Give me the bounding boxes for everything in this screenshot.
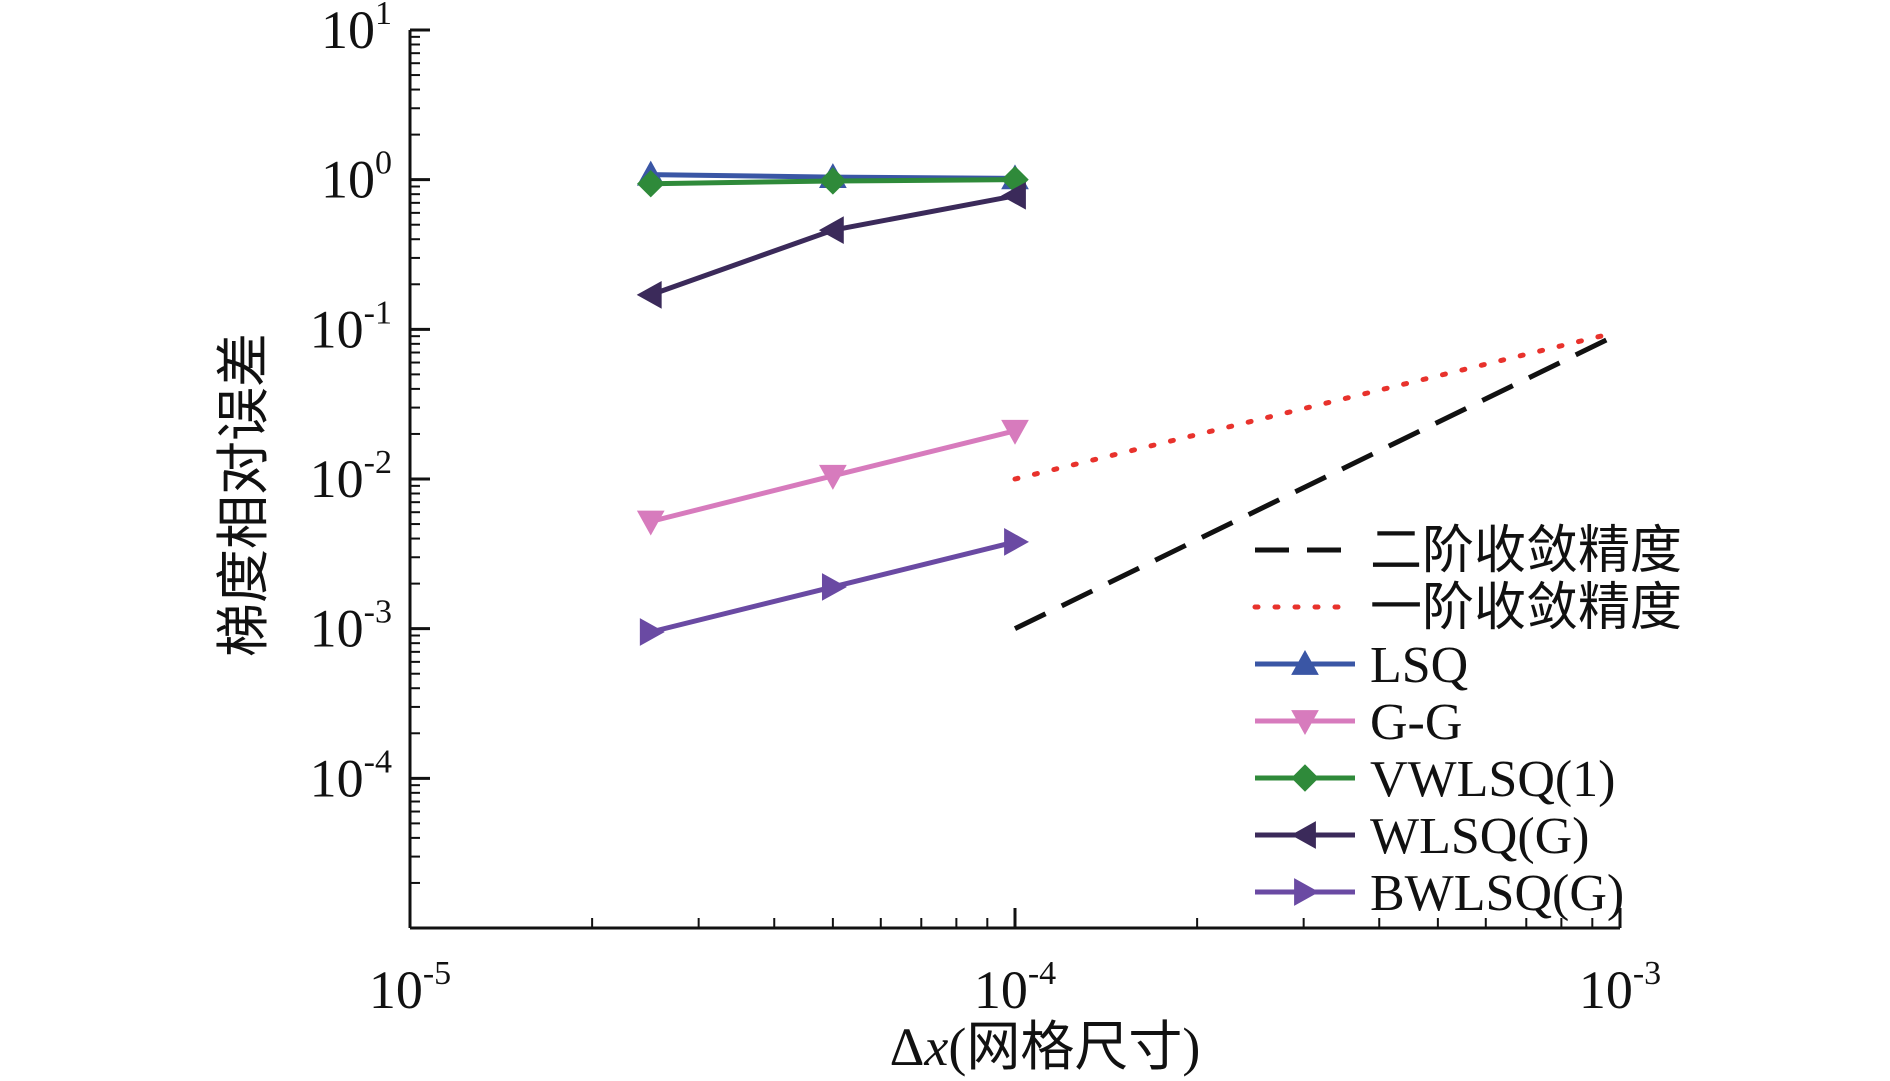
- x-tick-label: 10-5: [369, 955, 451, 1020]
- y-tick-label: 101: [321, 0, 392, 60]
- series-g-g: [636, 419, 1029, 536]
- legend-label: WLSQ(G): [1370, 808, 1590, 865]
- series-line: [1012, 332, 1610, 482]
- x-axis-label: Δx(网格尺寸): [890, 1017, 1201, 1077]
- x-axis-ticks: 10-5 10-4 10-3: [369, 908, 1661, 1020]
- y-tick-label: 10-2: [310, 444, 392, 509]
- series-line: [649, 193, 1016, 298]
- legend-marker: [1291, 764, 1319, 792]
- legend-item: 二阶收敛精度: [1255, 523, 1682, 580]
- legend-label: VWLSQ(1): [1370, 751, 1616, 808]
- legend-marker: [1294, 878, 1320, 906]
- y-tick-label: 10-3: [310, 594, 392, 659]
- legend-item: 一阶收敛精度: [1252, 580, 1682, 637]
- legend-marker: [1290, 821, 1316, 849]
- data-point-marker: [1001, 419, 1029, 445]
- x-tick-label: 10-4: [974, 955, 1056, 1020]
- series-vwlsq-1: [637, 165, 1029, 198]
- data-point-marker: [819, 464, 847, 490]
- legend-item: G-G: [1255, 694, 1462, 751]
- legend-label: LSQ: [1370, 637, 1468, 694]
- legend-item: VWLSQ(1): [1255, 751, 1616, 808]
- data-point-marker: [819, 167, 847, 195]
- data-point-marker: [639, 618, 665, 646]
- series-line: [1013, 337, 1608, 631]
- legend-marker: [1291, 710, 1319, 736]
- data-point-marker: [821, 573, 847, 601]
- y-tick-label: 100: [321, 145, 392, 210]
- data-point-marker: [636, 280, 662, 309]
- legend-label: BWLSQ(G): [1370, 865, 1624, 922]
- series-series-1: [1012, 332, 1610, 482]
- legend-label: 二阶收敛精度: [1370, 523, 1682, 580]
- x-axis-label-unit: (网格尺寸): [948, 1017, 1200, 1077]
- data-point-marker: [1004, 528, 1030, 556]
- series-wlsq-g: [636, 181, 1026, 309]
- legend-label: G-G: [1370, 694, 1462, 751]
- series-series-0: [1013, 337, 1608, 631]
- data-point-marker: [637, 169, 665, 198]
- x-axis-label-symbol: Δ: [890, 1017, 925, 1077]
- legend-label: 一阶收敛精度: [1370, 580, 1682, 637]
- legend: 二阶收敛精度一阶收敛精度LSQG-GVWLSQ(1)WLSQ(G)BWLSQ(G…: [1252, 523, 1682, 922]
- data-point-marker: [1000, 181, 1026, 210]
- x-axis-label-variable: x: [923, 1017, 948, 1077]
- legend-item: WLSQ(G): [1255, 808, 1590, 865]
- y-tick-label: 10-1: [310, 294, 392, 359]
- legend-item: BWLSQ(G): [1255, 865, 1624, 922]
- y-tick-label: 10-4: [310, 743, 392, 808]
- legend-item: LSQ: [1255, 637, 1468, 694]
- y-axis-label: 梯度相对误差: [214, 333, 274, 657]
- x-tick-label: 10-3: [1579, 955, 1661, 1020]
- series-bwlsq-g: [639, 528, 1030, 646]
- data-point-marker: [818, 216, 844, 244]
- data-point-marker: [636, 510, 665, 536]
- y-axis-ticks: 101 100 10-1 10-2 10-3 10-4: [310, 0, 430, 884]
- series-layer: [636, 160, 1610, 646]
- legend-marker: [1291, 649, 1319, 675]
